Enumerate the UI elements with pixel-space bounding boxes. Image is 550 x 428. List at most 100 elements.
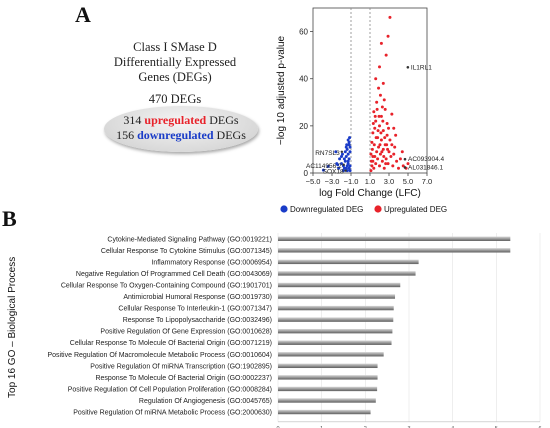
data-point [379,131,383,135]
gene-marker [342,163,345,166]
data-point [346,162,350,166]
bar [278,317,394,322]
data-point [387,150,391,154]
gene-label: SOX18 [323,169,344,176]
x-tick-label: −3.0 [325,177,340,186]
data-point [387,126,391,130]
data-point [374,119,378,123]
data-point [378,152,382,156]
y-axis-label: Top 16 GO – Biological Process [7,257,18,398]
x-tick-label: 5.0 [403,177,413,186]
data-point [378,164,381,168]
y-tick-label: 0 [304,169,309,178]
downregulated-summary: 156 downregulated DEGs [104,128,258,143]
data-point [347,143,351,147]
data-point [348,145,352,149]
degs-word: DEGs [209,113,239,127]
down-word: downregulated [137,128,214,142]
data-point [388,138,392,142]
gene-marker [406,65,410,69]
category-label: Cellular Response To Oxygen-Containing C… [61,282,272,289]
data-point [389,155,393,158]
data-point [377,145,381,149]
data-point [346,138,350,142]
x-tick-label: 5 [495,426,498,428]
x-tick-label: 1 [320,426,323,428]
data-point [391,164,395,168]
data-point [348,136,352,140]
data-point [337,166,341,170]
data-point [384,162,388,166]
category-label: Positive Regulation Of miRNA Transcripti… [90,363,272,370]
data-point [379,138,383,142]
bar [278,236,511,241]
data-point [345,147,349,151]
data-point [372,110,376,114]
data-point [388,15,392,19]
data-point [382,98,386,102]
bar [278,398,376,403]
go-bar-chart: Cytokine-Mediated Signaling Pathway (GO:… [7,233,542,428]
data-point [382,166,386,170]
x-tick-label: 3.0 [384,177,394,186]
data-point [340,155,343,158]
data-point [381,81,385,85]
degs-word: DEGs [216,128,246,142]
category-label: Cellular Response To Interleukin-1 (GO:0… [118,306,272,313]
x-tick-label: 0 [276,426,279,428]
title-line: Differentially Expressed [113,55,237,69]
volcano-plot: −5.0 −3.0 −1.0 1.0 3.0 5.0 7.0 0 20 40 60 log Fold … [276,7,447,214]
y-tick-label: 20 [299,122,308,131]
category-label: Positive Regulation Of miRNA Metabolic P… [73,410,272,417]
data-point [395,159,399,163]
gene-label: RN7SL3 [315,150,340,157]
bar [278,409,371,415]
data-point [378,65,381,69]
data-point [380,105,384,109]
data-point [348,169,352,173]
bar [278,352,384,357]
data-point [371,131,375,135]
data-point [341,169,345,173]
x-axis-label: log Fold Change (LFC) [319,188,421,199]
data-point [378,93,382,97]
data-point [372,143,376,147]
category-label: Inflammatory Response (GO:0006954) [151,259,272,266]
data-point [340,152,344,156]
data-point [376,129,380,133]
title-line: Genes (DEGs) [138,70,212,84]
category-label: Positive Regulation Of Gene Expression (… [100,329,272,336]
data-point [334,150,338,154]
data-point [380,150,384,154]
data-point [343,150,347,154]
category-label: Regulation Of Angiogenesis (GO:0045765) [139,398,272,405]
category-label: Positive Regulation Of Cell Population P… [68,386,272,393]
data-point [347,140,351,144]
data-point [398,157,402,161]
category-label: Cellular Response To Cytokine Stimulus (… [101,248,272,255]
up-word: upregulated [144,113,207,127]
bar [278,259,419,265]
data-point [342,166,346,170]
data-point [378,143,382,147]
y-tick-label: 60 [299,28,308,37]
gene-label: IL1RL1 [411,64,432,71]
upregulated-summary: 314 upregulated DEGs [104,113,258,128]
bar [278,386,378,392]
gene-marker [403,166,407,169]
data-point [347,166,351,170]
data-point [394,133,398,137]
data-point [397,166,400,170]
bar [278,340,392,345]
x-tick-label: −5.0 [306,177,321,186]
data-point [381,119,385,123]
title-line: Class I SMase D [133,40,217,54]
data-point [406,162,410,166]
data-point [371,155,375,158]
x-tick-label: 4 [451,426,454,428]
data-point [385,122,389,125]
data-point [386,147,390,151]
data-point [346,159,350,163]
data-point [384,157,388,161]
total-deg-count: 470 DEGs [148,92,202,106]
